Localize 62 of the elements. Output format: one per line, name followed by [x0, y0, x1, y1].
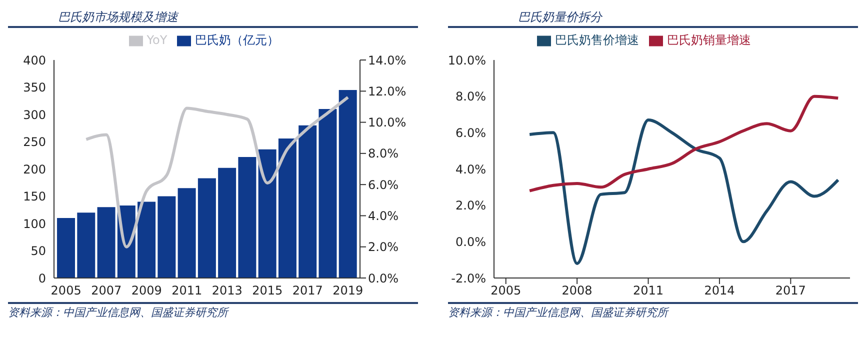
bar	[338, 90, 357, 278]
bar	[278, 138, 296, 278]
y-tick-label: 300	[23, 108, 46, 122]
bar	[57, 218, 76, 278]
y-tick-label: 0.0%	[456, 234, 486, 249]
y-tick-label: 8.0%	[456, 90, 486, 104]
line-series	[84, 96, 350, 248]
bar	[318, 109, 337, 278]
bar	[97, 207, 116, 278]
bar	[178, 188, 196, 278]
bar	[218, 168, 236, 278]
bar	[158, 196, 176, 278]
line-series	[528, 94, 840, 192]
x-tick-label: 2008	[562, 284, 592, 298]
chart-title: 巴氏奶量价拆分	[448, 8, 858, 28]
x-tick-label: 2019	[332, 284, 364, 298]
bar	[77, 212, 96, 278]
text: 资料来源：中国产业信息网、国盛证券研究所	[448, 302, 858, 320]
y-tick-label: 6.0%	[456, 126, 486, 140]
x-tick-label: 2014	[704, 284, 735, 298]
y2-tick-label: 4.0%	[368, 208, 398, 223]
x-tick-label: 2011	[172, 284, 202, 298]
x-tick-label: 2005	[490, 284, 522, 298]
x-tick-label: 2011	[632, 284, 664, 298]
line-series	[528, 118, 840, 265]
y-tick-label: 350	[23, 80, 46, 95]
x-tick-label: 2017	[775, 284, 806, 298]
legend-label: 巴氏奶销量增速	[667, 33, 751, 47]
y-tick-label: 0	[38, 271, 46, 286]
text: 资料来源：中国产业信息网、国盛证券研究所	[8, 302, 418, 320]
y2-tick-label: 8.0%	[368, 146, 398, 161]
x-tick-label: 2009	[131, 284, 162, 298]
y2-tick-label: 14.0%	[368, 53, 406, 68]
y-tick-label: 50	[30, 244, 46, 258]
y-tick-label: 2.0%	[456, 198, 486, 213]
x-tick-label: 2005	[50, 284, 82, 298]
chart-title: 巴氏奶市场规模及增速	[8, 8, 418, 28]
x-tick-label: 2013	[212, 284, 242, 298]
y-tick-label: 4.0%	[456, 162, 486, 176]
x-tick-label: 2007	[91, 284, 122, 298]
bar	[138, 202, 156, 278]
x-tick-label: 2015	[252, 284, 283, 298]
y-tick-label: 250	[23, 135, 46, 150]
x-tick-label: 2017	[292, 284, 323, 298]
y2-tick-label: 0.0%	[368, 271, 398, 286]
y2-tick-label: 10.0%	[368, 116, 406, 130]
y-tick-label: 400	[23, 53, 46, 68]
bar	[238, 157, 256, 278]
y-tick-label: 150	[23, 190, 46, 204]
bar	[258, 149, 276, 278]
bar	[198, 178, 216, 278]
y-tick-label: 10.0%	[448, 53, 486, 68]
y2-tick-label: 6.0%	[368, 178, 398, 192]
y-tick-label: -2.0%	[451, 271, 486, 286]
legend-label: 巴氏奶（亿元）	[195, 33, 280, 47]
y2-tick-label: 12.0%	[368, 84, 406, 98]
y2-tick-label: 2.0%	[368, 240, 398, 254]
legend-label: YoY	[146, 33, 168, 47]
legend-label: 巴氏奶售价增速	[555, 33, 639, 47]
y-tick-label: 200	[23, 162, 46, 176]
bar	[298, 125, 317, 278]
y-tick-label: 100	[23, 216, 46, 231]
